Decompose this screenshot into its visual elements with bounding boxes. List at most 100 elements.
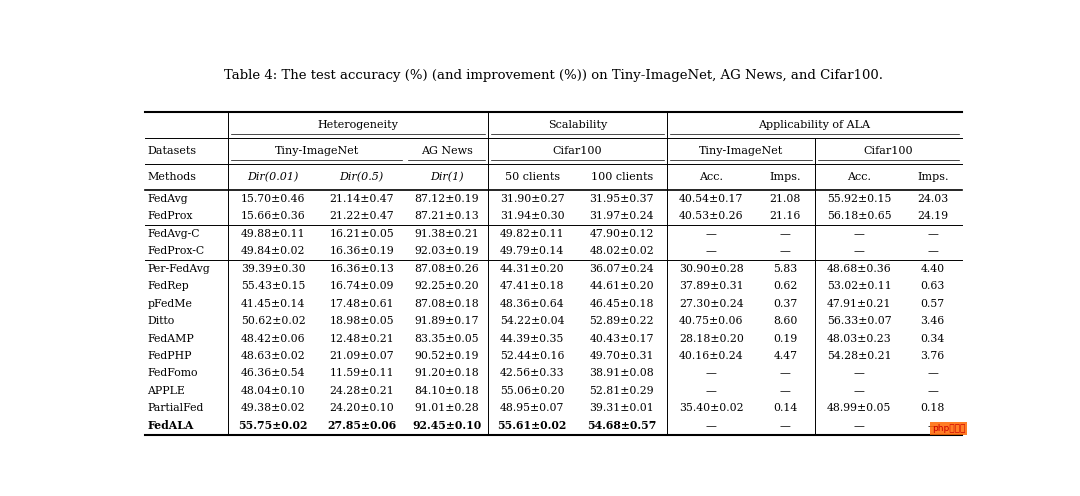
- Text: 39.31±0.01: 39.31±0.01: [590, 403, 654, 413]
- Text: —: —: [706, 421, 717, 431]
- Text: 31.90±0.27: 31.90±0.27: [500, 194, 565, 204]
- Text: 49.70±0.31: 49.70±0.31: [590, 351, 654, 361]
- Text: 48.36±0.64: 48.36±0.64: [500, 299, 565, 309]
- Text: 48.68±0.36: 48.68±0.36: [827, 264, 892, 274]
- Text: —: —: [780, 386, 791, 396]
- Text: 16.74±0.09: 16.74±0.09: [329, 281, 394, 291]
- Text: Dir(1): Dir(1): [430, 172, 463, 183]
- Text: FedALA: FedALA: [148, 420, 194, 432]
- Text: 40.75±0.06: 40.75±0.06: [679, 316, 743, 326]
- Text: Imps.: Imps.: [770, 172, 801, 182]
- Text: 21.14±0.47: 21.14±0.47: [329, 194, 394, 204]
- Text: Applicability of ALA: Applicability of ALA: [758, 120, 870, 130]
- Text: 0.34: 0.34: [920, 333, 945, 344]
- Text: Table 4: The test accuracy (%) (and improvement (%)) on Tiny-ImageNet, AG News, : Table 4: The test accuracy (%) (and impr…: [224, 69, 883, 82]
- Text: 0.62: 0.62: [773, 281, 797, 291]
- Text: —: —: [780, 421, 791, 431]
- Text: 92.25±0.20: 92.25±0.20: [415, 281, 478, 291]
- Text: 83.35±0.05: 83.35±0.05: [415, 333, 478, 344]
- Text: 15.66±0.36: 15.66±0.36: [241, 211, 306, 221]
- Text: FedPHP: FedPHP: [148, 351, 192, 361]
- Text: 24.20±0.10: 24.20±0.10: [329, 403, 394, 413]
- Text: 49.88±0.11: 49.88±0.11: [241, 229, 306, 239]
- Text: 48.99±0.05: 48.99±0.05: [827, 403, 891, 413]
- Text: Cifar100: Cifar100: [553, 146, 603, 156]
- Text: 16.36±0.19: 16.36±0.19: [329, 246, 394, 256]
- Text: 31.95±0.37: 31.95±0.37: [590, 194, 654, 204]
- Text: Heterogeneity: Heterogeneity: [318, 120, 399, 130]
- Text: 21.09±0.07: 21.09±0.07: [329, 351, 394, 361]
- Text: 90.52±0.19: 90.52±0.19: [415, 351, 478, 361]
- Text: 11.59±0.11: 11.59±0.11: [329, 369, 394, 378]
- Text: 48.63±0.02: 48.63±0.02: [241, 351, 306, 361]
- Text: PartialFed: PartialFed: [148, 403, 204, 413]
- Text: 47.90±0.12: 47.90±0.12: [590, 229, 654, 239]
- Text: 92.03±0.19: 92.03±0.19: [415, 246, 478, 256]
- Text: 52.89±0.22: 52.89±0.22: [590, 316, 654, 326]
- Text: 91.01±0.28: 91.01±0.28: [415, 403, 478, 413]
- Text: 46.45±0.18: 46.45±0.18: [590, 299, 654, 309]
- Text: 31.94±0.30: 31.94±0.30: [500, 211, 565, 221]
- Text: Dir(0.01): Dir(0.01): [247, 172, 299, 183]
- Text: 87.08±0.18: 87.08±0.18: [415, 299, 478, 309]
- Text: 21.22±0.47: 21.22±0.47: [329, 211, 394, 221]
- Text: 8.60: 8.60: [773, 316, 797, 326]
- Text: 16.21±0.05: 16.21±0.05: [329, 229, 394, 239]
- Text: FedAvg-C: FedAvg-C: [148, 229, 200, 239]
- Text: 31.97±0.24: 31.97±0.24: [590, 211, 654, 221]
- Text: 0.57: 0.57: [920, 299, 945, 309]
- Text: —: —: [780, 229, 791, 239]
- Text: 54.28±0.21: 54.28±0.21: [827, 351, 892, 361]
- Text: Cifar100: Cifar100: [864, 146, 914, 156]
- Text: 54.22±0.04: 54.22±0.04: [500, 316, 565, 326]
- Text: Imps.: Imps.: [917, 172, 948, 182]
- Text: Datasets: Datasets: [148, 146, 197, 156]
- Text: FedAvg: FedAvg: [148, 194, 188, 204]
- Text: 0.63: 0.63: [920, 281, 945, 291]
- Text: 38.91±0.08: 38.91±0.08: [590, 369, 654, 378]
- Text: FedAMP: FedAMP: [148, 333, 194, 344]
- Text: —: —: [706, 229, 717, 239]
- Text: —: —: [928, 246, 939, 256]
- Text: php中文网: php中文网: [932, 424, 966, 433]
- Text: —: —: [928, 229, 939, 239]
- Text: 21.16: 21.16: [770, 211, 801, 221]
- Text: 46.36±0.54: 46.36±0.54: [241, 369, 306, 378]
- Text: Methods: Methods: [148, 172, 197, 182]
- Text: 0.37: 0.37: [773, 299, 797, 309]
- Text: 30.90±0.28: 30.90±0.28: [679, 264, 744, 274]
- Text: —: —: [780, 369, 791, 378]
- Text: 48.42±0.06: 48.42±0.06: [241, 333, 306, 344]
- Text: Acc.: Acc.: [847, 172, 872, 182]
- Text: 52.44±0.16: 52.44±0.16: [500, 351, 565, 361]
- Text: Per-FedAvg: Per-FedAvg: [148, 264, 211, 274]
- Text: 0.19: 0.19: [773, 333, 797, 344]
- Text: —: —: [854, 246, 865, 256]
- Text: —: —: [780, 246, 791, 256]
- Text: Tiny-ImageNet: Tiny-ImageNet: [699, 146, 783, 156]
- Text: 37.89±0.31: 37.89±0.31: [679, 281, 744, 291]
- Text: 55.61±0.02: 55.61±0.02: [498, 420, 567, 432]
- Text: 48.02±0.02: 48.02±0.02: [590, 246, 654, 256]
- Text: —: —: [928, 369, 939, 378]
- Text: APPLE: APPLE: [148, 386, 186, 396]
- Text: 44.31±0.20: 44.31±0.20: [500, 264, 565, 274]
- Text: 40.54±0.17: 40.54±0.17: [679, 194, 743, 204]
- Text: 21.08: 21.08: [770, 194, 801, 204]
- Text: 91.89±0.17: 91.89±0.17: [415, 316, 478, 326]
- Text: 44.39±0.35: 44.39±0.35: [500, 333, 565, 344]
- Text: 4.40: 4.40: [920, 264, 945, 274]
- Text: 54.68±0.57: 54.68±0.57: [588, 420, 657, 432]
- Text: —: —: [928, 421, 939, 431]
- Text: 27.30±0.24: 27.30±0.24: [679, 299, 744, 309]
- Text: 3.46: 3.46: [920, 316, 945, 326]
- Text: 87.21±0.13: 87.21±0.13: [415, 211, 478, 221]
- Text: 87.08±0.26: 87.08±0.26: [415, 264, 478, 274]
- Text: 41.45±0.14: 41.45±0.14: [241, 299, 306, 309]
- Text: 44.61±0.20: 44.61±0.20: [590, 281, 654, 291]
- Text: 56.18±0.65: 56.18±0.65: [827, 211, 892, 221]
- Text: 49.38±0.02: 49.38±0.02: [241, 403, 306, 413]
- Text: 24.19: 24.19: [917, 211, 948, 221]
- Text: 49.79±0.14: 49.79±0.14: [500, 246, 565, 256]
- Text: FedRep: FedRep: [148, 281, 189, 291]
